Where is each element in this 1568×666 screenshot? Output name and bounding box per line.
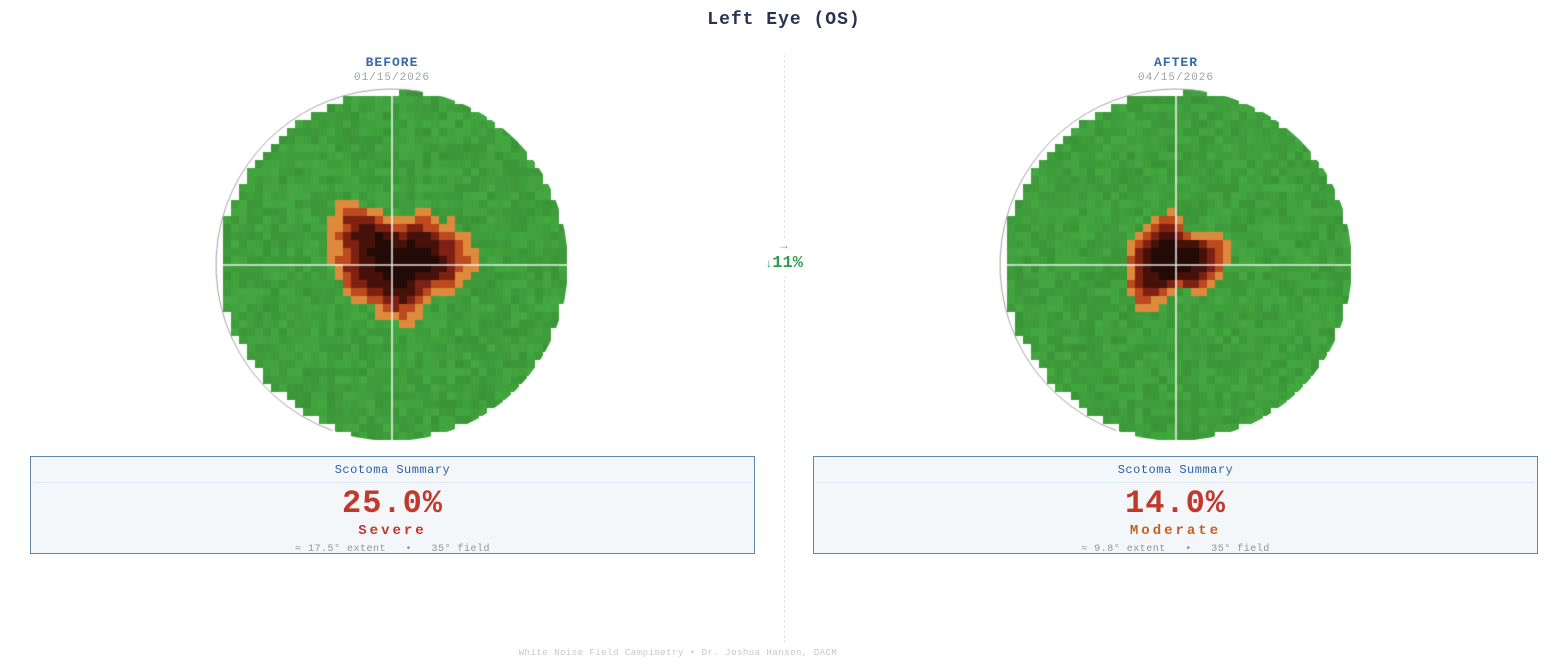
summary-header: Scotoma Summary — [33, 457, 752, 483]
field-canvas-after — [999, 88, 1353, 442]
severity-label: Moderate — [1129, 523, 1222, 539]
summary-details: ≈ 17.5° extent • 35° field — [294, 544, 491, 555]
panel-before: BEFORE 01/15/2026 — [215, 55, 569, 442]
down-arrow-icon: ↓ — [765, 257, 773, 271]
page-title: Left Eye (OS) — [707, 10, 861, 30]
footer-credit: White Noise Field Campimetry • Dr. Joshu… — [518, 648, 838, 658]
panel-after: AFTER 04/15/2026 — [999, 55, 1353, 442]
summary-details: ≈ 9.8° extent • 35° field — [1081, 544, 1270, 555]
change-indicator: → ↓11% — [757, 238, 811, 276]
change-value: ↓11% — [765, 253, 803, 274]
field-canvas-before — [215, 88, 569, 442]
panel-after-date: 04/15/2026 — [1137, 72, 1214, 84]
summary-box-before: Scotoma Summary 25.0% Severe ≈ 17.5° ext… — [30, 456, 755, 555]
right-arrow-icon: → — [780, 239, 788, 253]
change-percent: 11% — [772, 254, 803, 273]
scotoma-percent-value: 14.0% — [1124, 485, 1226, 522]
panel-after-label: AFTER — [1153, 55, 1198, 70]
summary-header: Scotoma Summary — [816, 457, 1535, 483]
severity-label: Severe — [358, 523, 427, 539]
scotoma-percent-value: 25.0% — [341, 485, 443, 522]
panel-before-date: 01/15/2026 — [353, 72, 430, 84]
summary-box-after: Scotoma Summary 14.0% Moderate ≈ 9.8° ex… — [813, 456, 1538, 555]
center-divider-line — [784, 55, 785, 643]
panel-before-label: BEFORE — [365, 55, 419, 70]
